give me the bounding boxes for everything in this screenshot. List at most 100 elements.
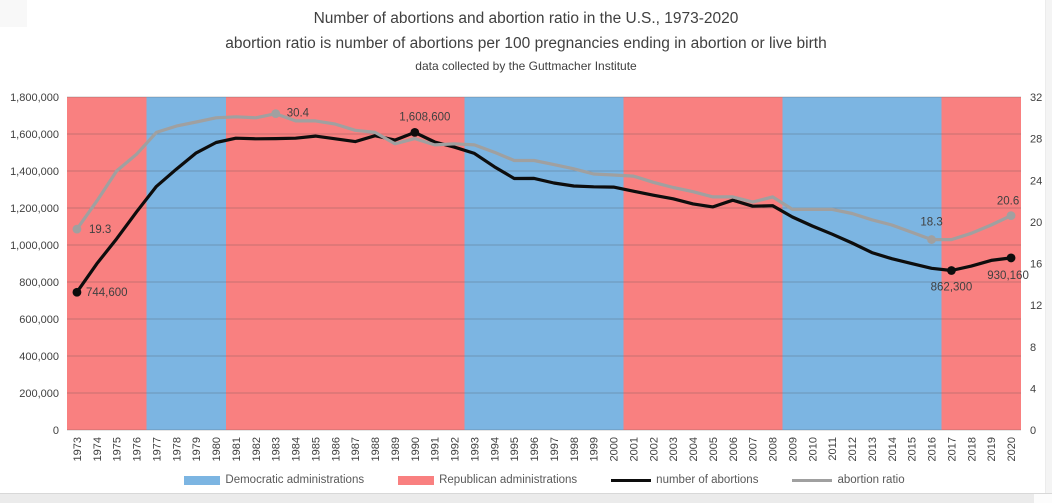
- year-label: 1977: [151, 437, 163, 461]
- annotations: 744,600 19.3 30.4 1,608,600 18.3 862,300 20.6 9…: [72, 108, 1029, 299]
- title-block: Number of abortions and abortion ratio i…: [0, 0, 1052, 73]
- horizontal-scrollbar[interactable]: [0, 493, 1052, 503]
- year-label: 2015: [907, 437, 919, 461]
- year-label: 1995: [509, 437, 521, 461]
- year-label: 1974: [92, 437, 104, 461]
- vertical-scrollbar[interactable]: [1045, 0, 1052, 502]
- ratio-marker-1983: [271, 109, 281, 119]
- scrollbar-end-cap: [1034, 494, 1052, 503]
- ratio-line-icon: [792, 478, 833, 482]
- legend-item-republican: Republican administrations: [398, 474, 577, 486]
- year-label: 2009: [787, 437, 799, 461]
- right-axis-tick: 12: [1030, 300, 1042, 312]
- year-label: 1982: [251, 437, 263, 461]
- democratic-swatch-icon: [184, 475, 221, 485]
- year-label: 1984: [291, 437, 303, 461]
- abortions-marker-2017: [947, 266, 956, 275]
- ratio-marker-2020: [1006, 211, 1016, 221]
- year-label: 2016: [927, 437, 939, 461]
- year-label: 1981: [231, 437, 243, 461]
- ratio-series-line: [75, 112, 1013, 242]
- year-label: 2001: [628, 437, 640, 461]
- republican-swatch-icon: [398, 475, 435, 485]
- right-axis-tick: 16: [1030, 259, 1042, 271]
- left-axis-tick: 1,000,000: [10, 240, 59, 252]
- left-axis-tick: 600,000: [19, 314, 59, 326]
- year-label: 2018: [966, 437, 978, 461]
- chart-note: data collected by the Guttmacher Institu…: [415, 59, 637, 73]
- year-label: 1986: [330, 437, 342, 461]
- right-axis-tick: 28: [1030, 134, 1042, 146]
- legend-item-ratio: abortion ratio: [792, 474, 905, 486]
- republican-band: [226, 97, 465, 430]
- annotation-abortions-1973: 744,600: [86, 287, 128, 299]
- year-label: 1985: [310, 437, 322, 461]
- year-label: 1991: [430, 437, 442, 461]
- right-axis-tick: 0: [1030, 425, 1036, 437]
- democratic-band: [146, 97, 226, 430]
- year-label: 1978: [171, 437, 183, 461]
- abortions-series-line: [75, 130, 1013, 294]
- left-axis-tick: 1,800,000: [10, 92, 59, 104]
- right-axis-tick: 4: [1030, 383, 1036, 395]
- year-label: 1979: [191, 437, 203, 461]
- left-axis-tick: 1,400,000: [10, 166, 59, 178]
- year-label: 2019: [986, 437, 998, 461]
- annotation-abortions-2020: 930,160: [987, 270, 1029, 282]
- year-label: 1976: [132, 437, 144, 461]
- year-label: 2002: [648, 437, 660, 461]
- left-axis-tick-labels: 0 200,000 400,000 600,000 800,000 1,000,000 1,…: [10, 92, 59, 437]
- year-label: 1987: [350, 437, 362, 461]
- right-axis-tick-labels: 0 4 8 12 16 20 24 28 32: [1030, 92, 1042, 437]
- year-label: 1988: [370, 437, 382, 461]
- legend-label-ratio: abortion ratio: [837, 474, 905, 486]
- legend-item-abortions: number of abortions: [611, 474, 758, 486]
- abortions-marker-2020: [1006, 253, 1016, 263]
- year-label: 1990: [410, 437, 422, 461]
- year-label: 2003: [668, 437, 680, 461]
- annotation-ratio-2016: 18.3: [920, 217, 942, 229]
- year-label: 2004: [688, 437, 700, 461]
- year-label: 1973: [72, 437, 84, 461]
- annotation-abortions-1990: 1,608,600: [399, 111, 450, 123]
- republican-band: [623, 97, 783, 430]
- window-corner-artifact: [0, 0, 27, 27]
- year-label: 1993: [469, 437, 481, 461]
- annotation-ratio-1973: 19.3: [89, 224, 111, 236]
- right-axis-tick: 20: [1030, 217, 1042, 229]
- year-label: 2010: [807, 437, 819, 461]
- left-axis-tick: 200,000: [19, 388, 59, 400]
- abortions-marker-1990: [410, 128, 420, 137]
- abortions-marker-1973: [72, 287, 82, 297]
- legend-label-republican: Republican administrations: [439, 474, 578, 486]
- abortions-line-icon: [611, 478, 652, 482]
- year-label: 1994: [489, 437, 501, 461]
- year-label: 2006: [728, 437, 740, 461]
- year-label: 1999: [589, 437, 601, 461]
- year-label: 2008: [768, 437, 780, 461]
- democratic-band: [464, 97, 624, 430]
- left-axis-tick: 800,000: [19, 277, 59, 289]
- republican-band: [67, 97, 147, 430]
- left-axis-tick: 0: [53, 425, 59, 437]
- year-label: 2014: [887, 437, 899, 461]
- year-label: 1998: [569, 437, 581, 461]
- right-axis-tick: 32: [1030, 92, 1042, 104]
- right-axis-tick: 8: [1030, 342, 1036, 354]
- gridlines: [67, 96, 1021, 431]
- year-label: 2011: [827, 437, 839, 461]
- chart-subtitle: abortion ratio is number of abortions pe…: [225, 35, 827, 52]
- left-axis-tick: 400,000: [19, 351, 59, 363]
- annotation-ratio-1983: 30.4: [287, 108, 310, 120]
- year-label: 1975: [112, 437, 124, 461]
- year-label: 2012: [847, 437, 859, 461]
- year-label: 1980: [211, 437, 223, 461]
- year-label: 1996: [529, 437, 541, 461]
- right-axis-tick: 24: [1030, 175, 1042, 187]
- year-label: 2017: [946, 437, 958, 461]
- year-label: 1983: [271, 437, 283, 461]
- ratio-marker-2016: [927, 235, 936, 244]
- year-label: 2007: [748, 437, 760, 461]
